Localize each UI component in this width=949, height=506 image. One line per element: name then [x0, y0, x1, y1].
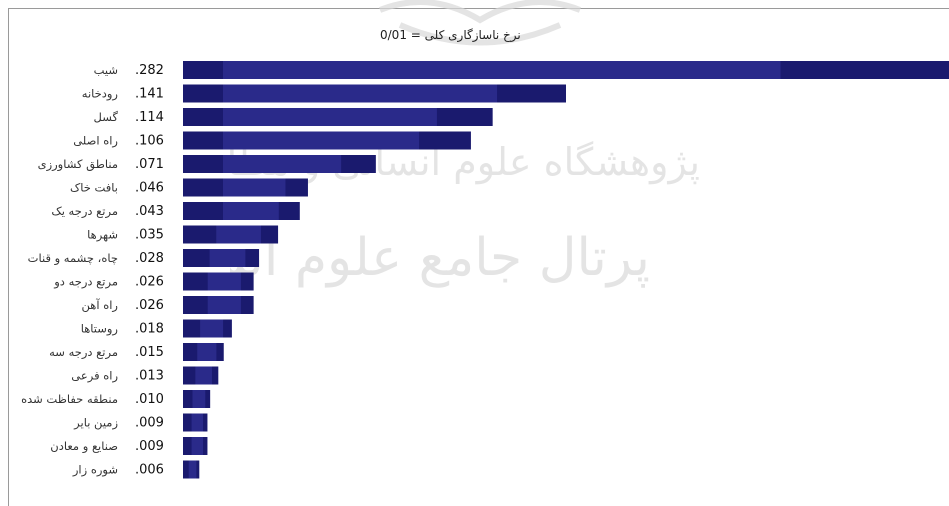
- value-label: .028: [135, 251, 164, 266]
- value-label: .006: [135, 463, 164, 478]
- category-label: مرتع درجه سه: [49, 345, 118, 360]
- category-label: راه اصلی: [73, 134, 118, 149]
- value-label: .010: [135, 392, 164, 407]
- value-label: .009: [135, 416, 164, 431]
- bar-band: [223, 131, 420, 150]
- bar-band: [200, 319, 224, 338]
- bar-band: [223, 178, 286, 197]
- category-label: راه فرعی: [71, 369, 118, 384]
- bar-band: [192, 390, 206, 408]
- value-label: .026: [135, 298, 164, 313]
- category-label: چاه، چشمه و قنات: [28, 251, 118, 266]
- bar-band: [223, 108, 437, 126]
- category-label: رودخانه: [82, 87, 118, 102]
- category-label: مرتع درجه دو: [53, 275, 118, 290]
- bar-band: [209, 249, 246, 267]
- value-label: .013: [135, 369, 164, 384]
- bar-band: [207, 296, 241, 314]
- bar-band: [197, 343, 217, 361]
- category-label: شوره زار: [72, 463, 118, 478]
- category-label: راه آهن: [82, 298, 118, 313]
- category-label: شهرها: [87, 228, 118, 243]
- category-label: مرتع درجه یک: [51, 204, 118, 219]
- value-label: .009: [135, 439, 164, 454]
- category-label: زمین بایر: [73, 416, 118, 431]
- bar-band: [191, 437, 204, 455]
- value-label: .043: [135, 204, 164, 219]
- category-label: گسل: [94, 110, 119, 124]
- bar-band: [223, 61, 781, 79]
- bar-band: [188, 460, 197, 479]
- bar-band: [207, 272, 241, 291]
- bar-band: [191, 413, 204, 432]
- value-label: .114: [135, 110, 164, 125]
- category-label: مناطق کشاورزی: [38, 157, 118, 172]
- bar-band: [195, 366, 212, 385]
- bar-band: [223, 155, 342, 173]
- value-label: .015: [135, 345, 164, 360]
- bar-band: [223, 84, 498, 103]
- value-label: .282: [135, 63, 164, 78]
- bar-band: [223, 202, 279, 220]
- chart-title: نرخ ناسازگاری کلی = 0/01: [380, 28, 521, 42]
- value-label: .026: [135, 275, 164, 290]
- value-label: .141: [135, 87, 164, 102]
- category-label: صنایع و معادن: [50, 439, 118, 454]
- category-label: بافت خاک: [70, 181, 118, 195]
- value-label: .106: [135, 134, 164, 149]
- value-label: .018: [135, 322, 164, 337]
- bar-band: [216, 225, 261, 244]
- value-label: .071: [135, 157, 164, 172]
- category-label: شیب: [94, 63, 118, 77]
- value-label: .035: [135, 228, 164, 243]
- category-label: منطقه حفاظت شده: [21, 392, 118, 406]
- value-label: .046: [135, 181, 164, 196]
- category-label: روستاها: [81, 322, 118, 337]
